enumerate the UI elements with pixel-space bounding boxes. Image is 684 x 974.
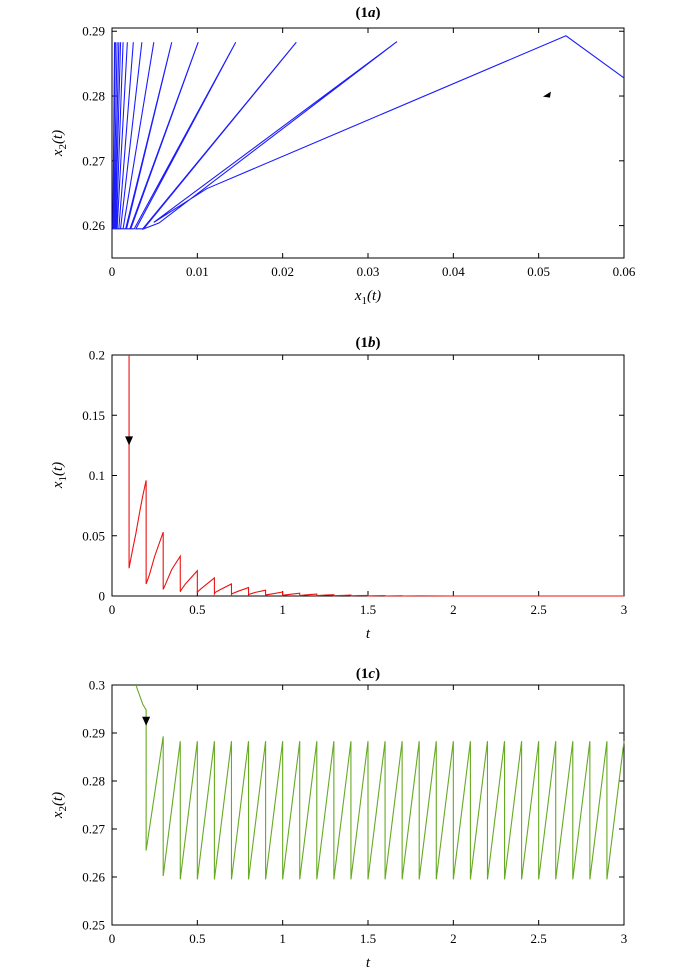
x-tick-label: 2.5 [531,602,547,617]
tick-group: 0 0.01 0.02 0.03 0.04 0.05 0.06 0.26 0.27 0.28 0.2… [82,24,636,279]
plot-frame [111,354,625,597]
y-tick-label: 0.15 [82,408,105,423]
y-axis-label: x2(t) [50,792,69,819]
x-tick-label: 0.02 [271,264,294,279]
panel-1a: (1a) 0 0.01 0.02 0.03 0.04 0.05 0.06 0.26 0.27 0.… [50,5,636,307]
y-tick-label: 0 [99,589,106,604]
y-tick-label: 0.28 [82,89,105,104]
panel-1c: (1c) 0 0.5 1 1.5 2 2.5 3 0.25 0.26 0.27 0.28 0.29 0.… [50,666,627,971]
panel-title: (1a) [356,5,381,21]
x-tick-label: 2 [450,602,457,617]
x-tick-label: 3 [621,931,628,946]
direction-arrow [142,716,151,726]
direction-arrow [125,436,134,446]
x-tick-label: 0.06 [613,264,636,279]
y-tick-label: 0.29 [82,24,105,39]
x-tick-label: 1.5 [360,931,376,946]
x-tick-label: 2.5 [531,931,547,946]
x-axis-label: t [366,626,371,642]
y-tick-label: 0.26 [82,870,105,885]
y-tick-label: 0.25 [82,918,105,933]
y-axis-label: x1(t) [50,462,69,489]
x-tick-label: 0.5 [189,931,205,946]
x-axis-label: x1(t) [354,288,381,307]
x-tick-label: 1 [279,931,286,946]
direction-arrow [542,91,551,98]
y-tick-label: 0.26 [82,218,105,233]
tick-group: 0 0.5 1 1.5 2 2.5 3 0.25 0.26 0.27 0.28 0.29 0.3 [82,678,627,947]
x-tick-label: 2 [450,931,457,946]
panel-title: (1c) [356,666,380,682]
series-line [112,35,625,231]
x-tick-label: 0 [109,931,116,946]
series-line [135,684,625,880]
x-tick-label: 0.01 [186,264,209,279]
x-tick-label: 0.05 [527,264,550,279]
y-axis-label: x2(t) [50,130,69,157]
x-axis-label: t [366,955,371,971]
y-tick-label: 0.05 [82,528,105,543]
y-tick-label: 0.29 [82,726,105,741]
y-tick-label: 0.1 [89,468,105,483]
x-tick-label: 0.5 [189,602,205,617]
y-tick-label: 0.2 [89,348,105,363]
y-tick-label: 0.27 [82,153,105,168]
y-tick-label: 0.28 [82,774,105,789]
x-tick-label: 0.04 [442,264,465,279]
panel-title: (1b) [356,335,381,351]
x-tick-label: 0.03 [357,264,380,279]
tick-group: 0 0.5 1 1.5 2 2.5 3 0 0.05 0.1 0.15 0.2 [82,348,627,618]
x-tick-label: 3 [621,602,628,617]
x-tick-label: 1 [279,602,286,617]
panel-1b: (1b) 0 0.5 1 1.5 2 2.5 3 0 0.05 0.1 0.15 0.2 t x1(t… [50,335,627,642]
y-tick-label: 0.3 [89,678,105,693]
x-tick-label: 0 [109,264,116,279]
series-line [128,355,624,597]
x-tick-label: 0 [109,602,116,617]
x-tick-label: 1.5 [360,602,376,617]
y-tick-label: 0.27 [82,822,105,837]
